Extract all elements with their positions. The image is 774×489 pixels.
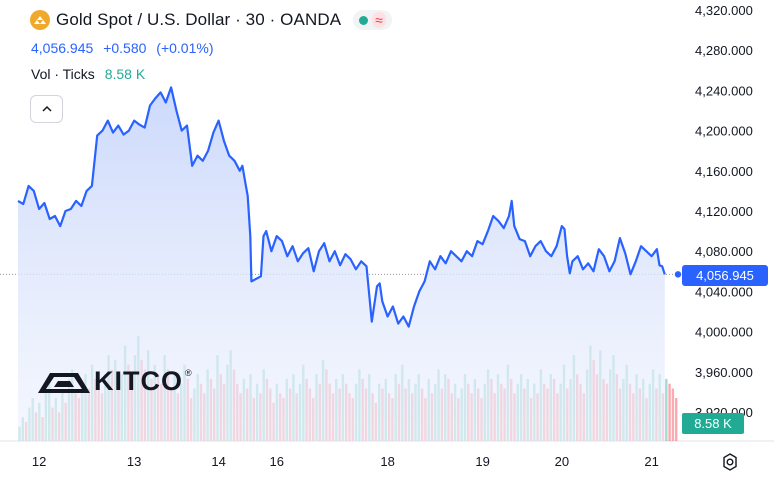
- volume-bar: [671, 388, 675, 441]
- y-tick-label: 4,160.000: [695, 164, 753, 179]
- x-tick-label: 13: [127, 454, 141, 469]
- chart-settings-button[interactable]: [720, 452, 740, 472]
- symbol-title[interactable]: Gold Spot / U.S. Dollar · 30 · OANDA: [56, 10, 342, 29]
- volume-legend[interactable]: Vol · Ticks 8.58 K: [31, 66, 145, 82]
- kitco-brand-text: KITCO: [94, 366, 183, 396]
- x-tick-label: 12: [32, 454, 46, 469]
- volume-bar: [668, 383, 671, 441]
- delayed-data-icon: ≈: [372, 12, 386, 28]
- volume-label: Vol · Ticks: [31, 66, 95, 82]
- x-tick-label: 21: [644, 454, 658, 469]
- collapse-legend-button[interactable]: [30, 95, 63, 123]
- last-price: 4,056.945: [31, 40, 94, 56]
- y-tick-label: 4,120.000: [695, 204, 753, 219]
- volume-bar: [665, 378, 668, 441]
- market-open-icon: [359, 15, 369, 25]
- volume-badge: 8.58 K: [682, 413, 744, 434]
- y-tick-label: 4,200.000: [695, 124, 753, 139]
- chart-header: Gold Spot / U.S. Dollar · 30 · OANDA ≈: [30, 10, 392, 30]
- kitco-logo-icon: [38, 372, 90, 393]
- chevron-up-icon: [41, 105, 52, 112]
- last-price-dot: [673, 269, 683, 280]
- registered-mark: ®: [185, 368, 192, 378]
- y-tick-label: 4,240.000: [695, 83, 753, 98]
- y-tick-label: 4,280.000: [695, 43, 753, 58]
- market-status[interactable]: ≈: [353, 10, 392, 30]
- y-tick-label: 4,080.000: [695, 244, 753, 259]
- x-tick-label: 20: [555, 454, 569, 469]
- y-tick-label: 4,000.000: [695, 325, 753, 340]
- y-tick-label: 4,320.000: [695, 3, 753, 18]
- x-tick-label: 18: [380, 454, 394, 469]
- y-axis: 4,320.000 4,280.000 4,240.000 4,200.000 4,16…: [695, 3, 753, 420]
- last-price-badge: 4,056.945: [682, 265, 768, 286]
- price-change-percent: (+0.01%): [156, 40, 214, 56]
- gold-bars-icon: [30, 10, 50, 30]
- x-tick-label: 14: [211, 454, 225, 469]
- gear-icon: [723, 453, 737, 471]
- volume-value: 8.58 K: [104, 66, 146, 82]
- volume-bar: [675, 398, 678, 441]
- x-tick-label: 16: [269, 454, 283, 469]
- x-tick-label: 19: [475, 454, 489, 469]
- kitco-watermark: KITCO ®: [36, 366, 192, 397]
- y-tick-label: 4,040.000: [695, 284, 753, 299]
- price-line-series: [17, 86, 666, 328]
- price-change: +0.580: [103, 40, 147, 56]
- x-axis: 12 13 14 16 18 19 20 21: [32, 454, 659, 469]
- price-quote: 4,056.945 +0.580 (+0.01%): [31, 40, 220, 56]
- y-tick-label: 3,960.000: [695, 365, 753, 380]
